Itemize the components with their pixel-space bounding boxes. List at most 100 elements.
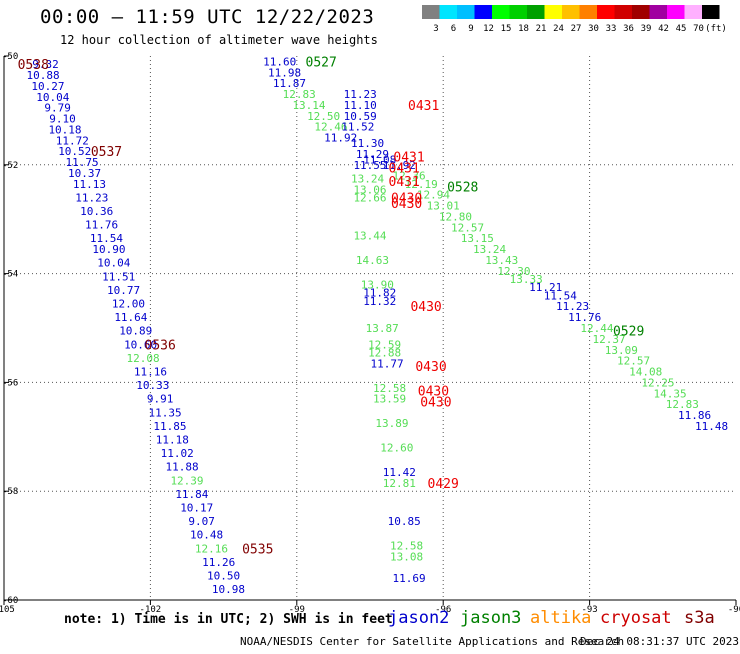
swh-value: 10.88 bbox=[26, 69, 59, 82]
colorbar-label: (ft) bbox=[705, 24, 727, 34]
swh-value: 11.16 bbox=[134, 366, 167, 379]
x-tick-label: -93 bbox=[581, 605, 597, 615]
colorbar-swatch bbox=[614, 5, 632, 19]
swh-value: 11.02 bbox=[161, 447, 194, 460]
swh-value: 11.51 bbox=[102, 270, 135, 283]
swh-value: 11.18 bbox=[156, 434, 189, 447]
swh-value: 11.60 bbox=[263, 55, 296, 68]
swh-value: 12.50 bbox=[307, 110, 340, 123]
swh-value: 11.92 bbox=[383, 159, 416, 172]
swh-value: 10.50 bbox=[207, 570, 240, 583]
swh-value: 10.59 bbox=[344, 110, 377, 123]
time-label: 0429 bbox=[428, 477, 459, 492]
time-label: 0529 bbox=[613, 325, 644, 340]
time-label: 0535 bbox=[242, 542, 273, 557]
swh-value: 12.57 bbox=[451, 221, 484, 234]
time-label: 0528 bbox=[447, 181, 478, 196]
swh-value: 12.00 bbox=[112, 298, 145, 311]
swh-value: 13.24 bbox=[473, 243, 506, 256]
swh-value: 12.58 bbox=[373, 382, 406, 395]
swh-value: 11.82 bbox=[363, 287, 396, 300]
swh-value: 11.84 bbox=[175, 488, 208, 501]
colorbar-label: 9 bbox=[468, 24, 473, 34]
y-tick-label: -52 bbox=[2, 161, 18, 171]
swh-value: 13.09 bbox=[605, 344, 638, 357]
swh-value: 10.89 bbox=[119, 325, 152, 338]
swh-value: 13.59 bbox=[373, 393, 406, 406]
time-label: 0430 bbox=[420, 395, 451, 410]
swh-value: 13.87 bbox=[366, 322, 399, 335]
chart-points: 9.3210.8810.2710.049.799.1010.1811.7210.… bbox=[26, 55, 728, 596]
y-tick-label: -60 bbox=[2, 596, 18, 606]
swh-value: 12.57 bbox=[617, 355, 650, 368]
swh-value: 10.52 bbox=[58, 145, 91, 158]
swh-value: 11.30 bbox=[351, 137, 384, 150]
swh-value: 11.08 bbox=[363, 153, 396, 166]
swh-value: 12.80 bbox=[439, 210, 472, 223]
swh-value: 12.94 bbox=[417, 189, 450, 202]
swh-value: 12.46 bbox=[314, 121, 347, 134]
colorbar-label: 21 bbox=[536, 24, 547, 34]
colorbar-swatch bbox=[562, 5, 580, 19]
swh-value: 11.13 bbox=[73, 178, 106, 191]
x-tick-label: -102 bbox=[140, 605, 162, 615]
time-label: 0430 bbox=[415, 360, 446, 375]
swh-value: 12.66 bbox=[353, 191, 386, 204]
chart-grid bbox=[4, 56, 736, 600]
swh-value: 11.87 bbox=[273, 77, 306, 90]
swh-value: 11.64 bbox=[114, 311, 147, 324]
x-tick-label: -96 bbox=[435, 605, 451, 615]
legend-s3a: s3a bbox=[684, 608, 715, 628]
page-title: 00:00 – 11:59 UTC 12/22/2023 bbox=[40, 6, 375, 28]
swh-value: 12.44 bbox=[580, 322, 613, 335]
swh-value: 12.30 bbox=[497, 265, 530, 278]
time-label: 0527 bbox=[306, 55, 337, 70]
swh-value: 14.63 bbox=[356, 254, 389, 267]
swh-value: 11.54 bbox=[544, 289, 577, 302]
swh-value: 10.60 bbox=[124, 338, 157, 351]
swh-value: 11.29 bbox=[356, 148, 389, 161]
colorbar-swatch bbox=[632, 5, 650, 19]
colorbar-label: 70 bbox=[693, 24, 704, 34]
swh-value: 10.17 bbox=[180, 502, 213, 515]
legend-cryosat: cryosat bbox=[600, 608, 672, 628]
colorbar-label: 30 bbox=[588, 24, 599, 34]
time-label: 0431 bbox=[393, 151, 424, 166]
colorbar-swatch bbox=[457, 5, 475, 19]
swh-value: 13.43 bbox=[485, 254, 518, 267]
swh-value: 11.77 bbox=[371, 357, 404, 370]
swh-value: 11.42 bbox=[383, 466, 416, 479]
swh-value: 9.32 bbox=[32, 58, 59, 71]
time-label: 0430 bbox=[391, 197, 422, 212]
swh-value: 12.16 bbox=[195, 542, 228, 555]
swh-value: 11.23 bbox=[344, 88, 377, 101]
legend-jason3: jason3 bbox=[460, 608, 522, 628]
swh-value: 11.69 bbox=[392, 572, 425, 585]
swh-value: 10.37 bbox=[68, 167, 101, 180]
colorbar-swatch bbox=[509, 5, 527, 19]
swh-value: 11.48 bbox=[695, 420, 728, 433]
swh-value: 11.85 bbox=[153, 420, 186, 433]
colorbar-label: 24 bbox=[553, 24, 564, 34]
swh-value: 11.55 bbox=[353, 159, 386, 172]
swh-value: 12.59 bbox=[368, 338, 401, 351]
swh-value: 9.79 bbox=[44, 102, 71, 115]
swh-value: 14.08 bbox=[629, 366, 662, 379]
legend-altika: altika bbox=[530, 608, 592, 628]
colorbar-swatch bbox=[527, 5, 545, 19]
swh-value: 10.04 bbox=[36, 91, 69, 104]
swh-value: 9.07 bbox=[188, 515, 215, 528]
legend-jason2: jason2 bbox=[388, 608, 450, 628]
swh-value: 10.77 bbox=[107, 284, 140, 297]
page-subtitle: 12 hour collection of altimeter wave hei… bbox=[60, 33, 378, 47]
swh-value: 11.75 bbox=[66, 156, 99, 169]
colorbar-swatch bbox=[649, 5, 667, 19]
colorbar-label: 18 bbox=[518, 24, 529, 34]
colorbar-label: 15 bbox=[501, 24, 512, 34]
swh-value: 11.52 bbox=[341, 121, 374, 134]
swh-value: 12.19 bbox=[405, 178, 438, 191]
colorbar-label: 3 bbox=[433, 24, 438, 34]
swh-value: 12.88 bbox=[368, 346, 401, 359]
